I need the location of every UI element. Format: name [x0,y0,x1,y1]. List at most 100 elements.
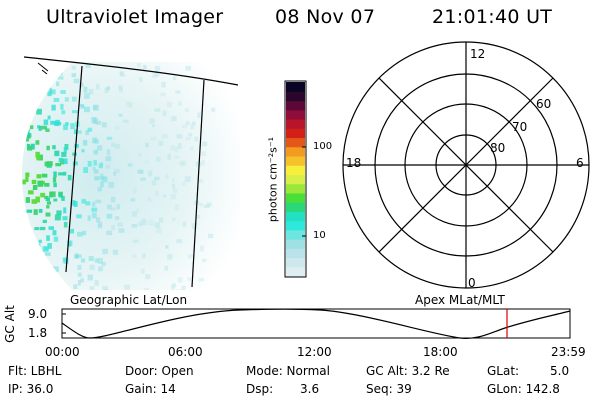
aurora-pixel [49,191,53,198]
colorbar-segment [286,229,305,240]
aurora-pixel [100,173,104,179]
aurora-pixel [178,161,185,165]
aurora-pixel [111,225,115,230]
aurora-pixel [44,195,49,200]
aurora-pixel [203,204,210,209]
aurora-pixel [31,89,36,96]
aurora-pixel [181,182,186,186]
mlt-label-6: 6 [576,156,584,170]
aurora-pixel [185,66,191,71]
aurora-pixel [41,173,48,178]
aurora-pixel [36,108,42,115]
aurora-pixel [52,230,57,236]
aurora-pixel [118,228,125,233]
aurora-pixel [197,112,201,119]
aurora-pixel [39,226,46,231]
aurora-pixel [171,178,175,182]
colorbar-segment [286,211,305,222]
aurora-pixel [118,113,123,117]
aurora-pixel [23,233,27,240]
aurora-pixel [196,215,201,219]
aurora-pixel [145,142,149,148]
aurora-pixel [73,78,80,84]
aurora-pixel [132,211,138,217]
aurora-pixel [31,179,37,185]
aurora-pixel [132,254,137,258]
aurora-pixel [104,87,109,93]
colorbar-frame [284,80,307,278]
aurora-pixel [85,130,89,135]
aurora-pixel [119,71,124,76]
aurora-pixel [113,171,117,176]
colorbar [286,82,305,277]
aurora-pixel [67,174,72,181]
aurora-pixel [35,196,40,203]
colorbar-segment [286,220,305,231]
aurora-pixel [39,256,46,260]
aurora-pixel [94,176,100,181]
aurora-pixel [50,89,56,95]
aurora-pixel [95,217,101,223]
aurora-pixel [38,239,42,244]
aurora-pixel [46,145,50,151]
colorbar-segment [286,192,305,203]
aurora-pixel [27,145,33,151]
aurora-pixel [156,227,162,234]
aurora-pixel [44,252,51,256]
aurora-pixel [132,239,139,243]
aurora-pixel [74,144,79,148]
aurora-pixel [73,201,78,207]
aurora-pixel [47,91,52,97]
aurora-speckles [22,62,216,290]
aurora-pixel [162,194,167,198]
aurora-pixel [76,130,82,134]
aurora-pixel [154,71,160,77]
lon-line-left [65,65,83,273]
aurora-pixel [82,230,87,236]
aurora-pixel [151,123,155,128]
aurora-pixel [70,123,75,130]
aurora-pixel [81,198,86,204]
aurora-pixel [30,104,36,110]
colorbar-segment [286,202,305,212]
aurora-pixel [53,182,57,188]
aurora-pixel [142,253,146,259]
aurora-pixel [131,224,138,228]
aurora-pixel [67,241,71,247]
mlt-label-0: 0 [468,276,476,290]
colorbar-segment [286,239,305,249]
aurora-pixel [92,105,97,110]
aurora-pixel [32,185,38,190]
door-info: Door: Open [125,364,194,378]
altitude-xtick: 18:00 [423,345,458,359]
aurora-pixel [33,209,38,215]
aurora-pixel [23,127,27,133]
colorbar-segment [286,165,305,175]
aurora-pixel [138,221,143,227]
aurora-pixel [138,153,142,157]
aurora-pixel [160,92,166,97]
aurora-pixel [159,217,163,223]
aurora-pixel [91,212,97,219]
aurora-pixel [162,110,167,117]
aurora-pixel [181,285,186,290]
altitude-ytick: 1.8 [28,326,48,340]
aurora-pixel [93,160,97,166]
aurora-pixel [60,281,65,286]
aurora-pixel [48,226,55,230]
instrument-title: Ultraviolet Imager [46,6,224,28]
aurora-pixel [62,257,67,263]
aurora-pixel [89,286,95,290]
aurora-pixel [52,280,57,284]
aurora-pixel [43,119,49,125]
filter-info: Flt: LBHL [8,364,62,378]
aurora-pixel [144,160,149,164]
aurora-pixel [56,210,62,216]
aurora-pixel [24,93,30,98]
aurora-pixel [181,124,188,129]
aurora-pixel [53,198,58,202]
aurora-pixel [167,254,173,260]
aurora-pixel [201,141,208,147]
aurora-pixel [200,245,204,252]
colorbar-segment [286,266,305,277]
